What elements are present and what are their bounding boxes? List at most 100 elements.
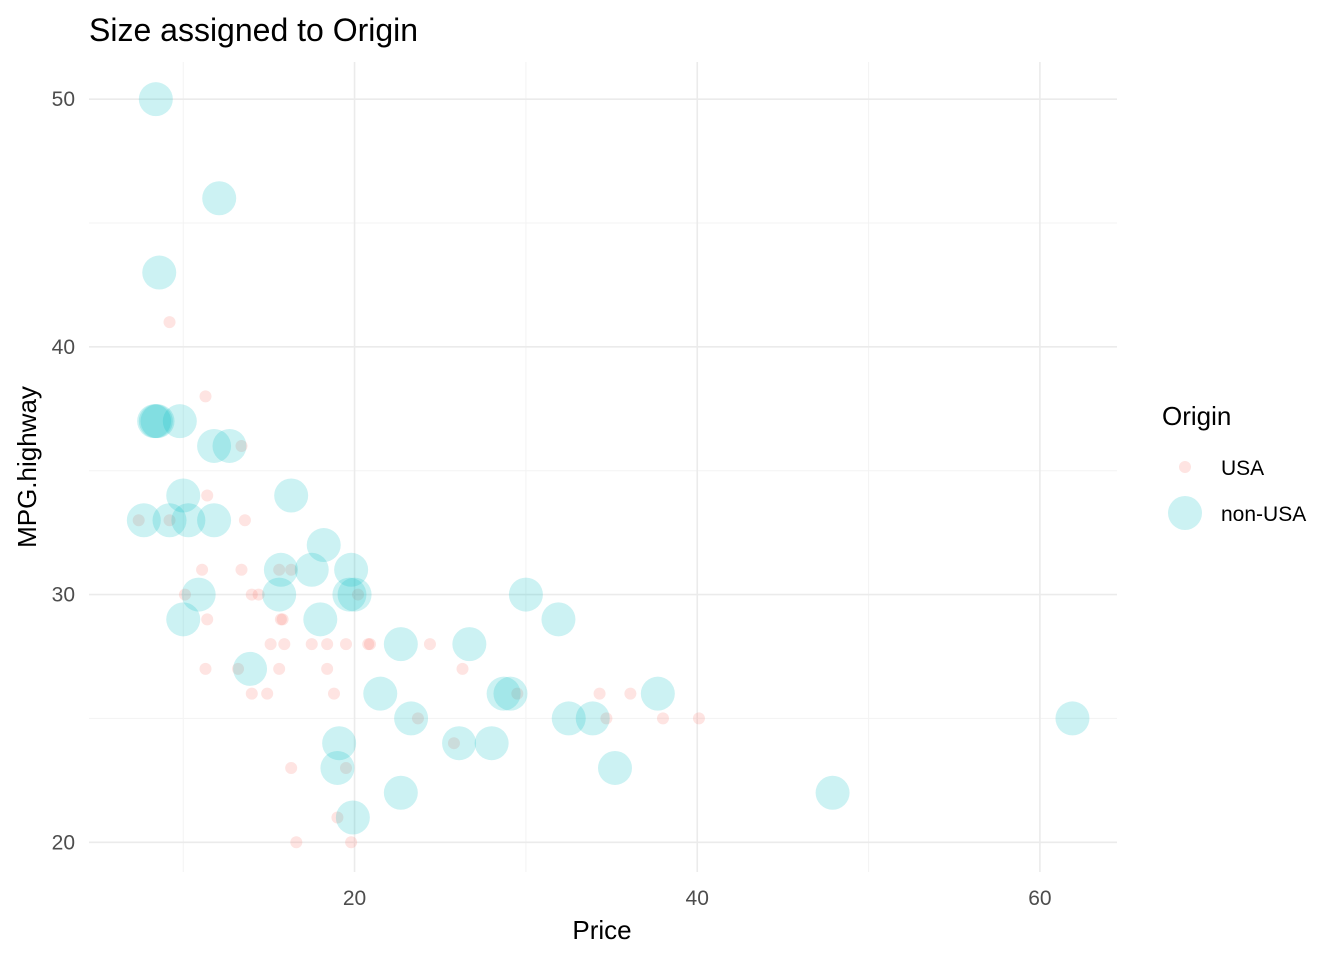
y-tick-label: 30: [52, 584, 75, 607]
non-usa-point: [337, 577, 372, 612]
usa-point: [456, 662, 469, 675]
usa-point: [593, 687, 606, 700]
usa-point: [235, 563, 248, 576]
non-usa-point: [212, 428, 247, 463]
non-usa-point: [452, 627, 487, 662]
legend-label-usa: USA: [1221, 457, 1264, 480]
y-tick-label: 40: [52, 336, 75, 359]
y-axis-ticks: 20 30 40 50: [52, 88, 75, 854]
non-usa-point: [1055, 701, 1090, 736]
usa-point: [261, 687, 274, 700]
non-usa-point: [166, 602, 201, 637]
non-usa-point: [274, 478, 309, 513]
non-usa-point: [152, 503, 187, 538]
legend-label-non-usa: non-USA: [1221, 503, 1306, 526]
usa-point: [201, 489, 214, 502]
non-usa-point: [394, 701, 429, 736]
non-usa-point: [322, 726, 357, 761]
non-usa-point: [138, 404, 173, 439]
non-usa-point: [486, 676, 521, 711]
non-usa-point: [181, 577, 216, 612]
usa-point: [351, 588, 364, 601]
usa-point: [692, 712, 705, 725]
non-usa-point: [383, 775, 418, 810]
non-usa-point: [508, 577, 543, 612]
non-usa-point: [335, 800, 370, 835]
legend-title: Origin: [1162, 401, 1231, 431]
usa-points: [132, 316, 705, 849]
usa-point: [163, 514, 176, 527]
non-usa-point: [320, 750, 355, 785]
non-usa-point: [815, 775, 850, 810]
usa-point: [600, 712, 613, 725]
usa-point: [345, 836, 358, 849]
usa-point: [447, 737, 460, 750]
x-axis-title: Price: [572, 915, 631, 945]
y-tick-label: 50: [52, 88, 75, 111]
non-usa-point: [442, 726, 477, 761]
usa-point: [305, 638, 318, 651]
non-usa-point: [233, 651, 268, 686]
non-usa-point: [493, 676, 528, 711]
usa-point: [340, 638, 352, 651]
usa-point: [331, 811, 344, 824]
non-usa-point: [363, 676, 398, 711]
usa-point: [278, 638, 291, 651]
legend: Origin USA non-USA: [1162, 401, 1306, 530]
non-usa-point: [197, 428, 232, 463]
non-usa-point: [142, 255, 177, 290]
x-axis-ticks: 20 40 60: [343, 887, 1052, 910]
usa-point: [363, 638, 376, 651]
usa-point: [201, 613, 214, 626]
usa-point: [285, 563, 298, 576]
usa-point: [328, 687, 341, 700]
non-usa-point: [541, 602, 576, 637]
non-usa-point: [126, 503, 161, 538]
usa-point: [273, 662, 286, 675]
usa-point: [199, 390, 212, 403]
usa-point: [232, 662, 245, 675]
usa-point: [362, 638, 375, 651]
major-gridlines: [89, 62, 1117, 872]
usa-point: [276, 613, 289, 626]
non-usa-point: [474, 726, 509, 761]
non-usa-point: [197, 503, 232, 538]
usa-point: [274, 613, 287, 626]
usa-point: [423, 638, 436, 651]
non-usa-points: [126, 82, 1090, 835]
usa-point: [321, 638, 334, 651]
usa-point: [163, 316, 176, 329]
usa-point: [178, 588, 191, 601]
non-usa-point: [597, 750, 632, 785]
usa-point: [511, 687, 524, 700]
chart-title: Size assigned to Origin: [89, 12, 418, 48]
non-usa-point: [262, 577, 297, 612]
legend-key-usa: [1179, 461, 1191, 473]
non-usa-point: [166, 478, 201, 513]
usa-point: [290, 836, 303, 849]
y-axis-title: MPG.highway: [12, 386, 42, 548]
usa-point: [238, 514, 251, 527]
usa-point: [196, 563, 209, 576]
usa-point: [411, 712, 424, 725]
usa-point: [285, 761, 298, 774]
non-usa-point: [263, 552, 298, 587]
x-tick-label: 20: [343, 887, 366, 910]
non-usa-point: [383, 627, 418, 662]
non-usa-point: [137, 404, 172, 439]
non-usa-point: [140, 404, 175, 439]
usa-point: [235, 439, 248, 452]
non-usa-point: [202, 181, 237, 216]
usa-point: [252, 588, 265, 601]
non-usa-point: [332, 577, 367, 612]
usa-point: [245, 687, 258, 700]
y-tick-label: 20: [52, 831, 75, 854]
usa-point: [340, 761, 352, 774]
usa-point: [273, 563, 286, 576]
usa-point: [245, 588, 258, 601]
non-usa-point: [138, 82, 173, 117]
usa-point: [624, 687, 637, 700]
non-usa-point: [640, 676, 675, 711]
usa-point: [199, 662, 212, 675]
usa-point: [321, 662, 334, 675]
